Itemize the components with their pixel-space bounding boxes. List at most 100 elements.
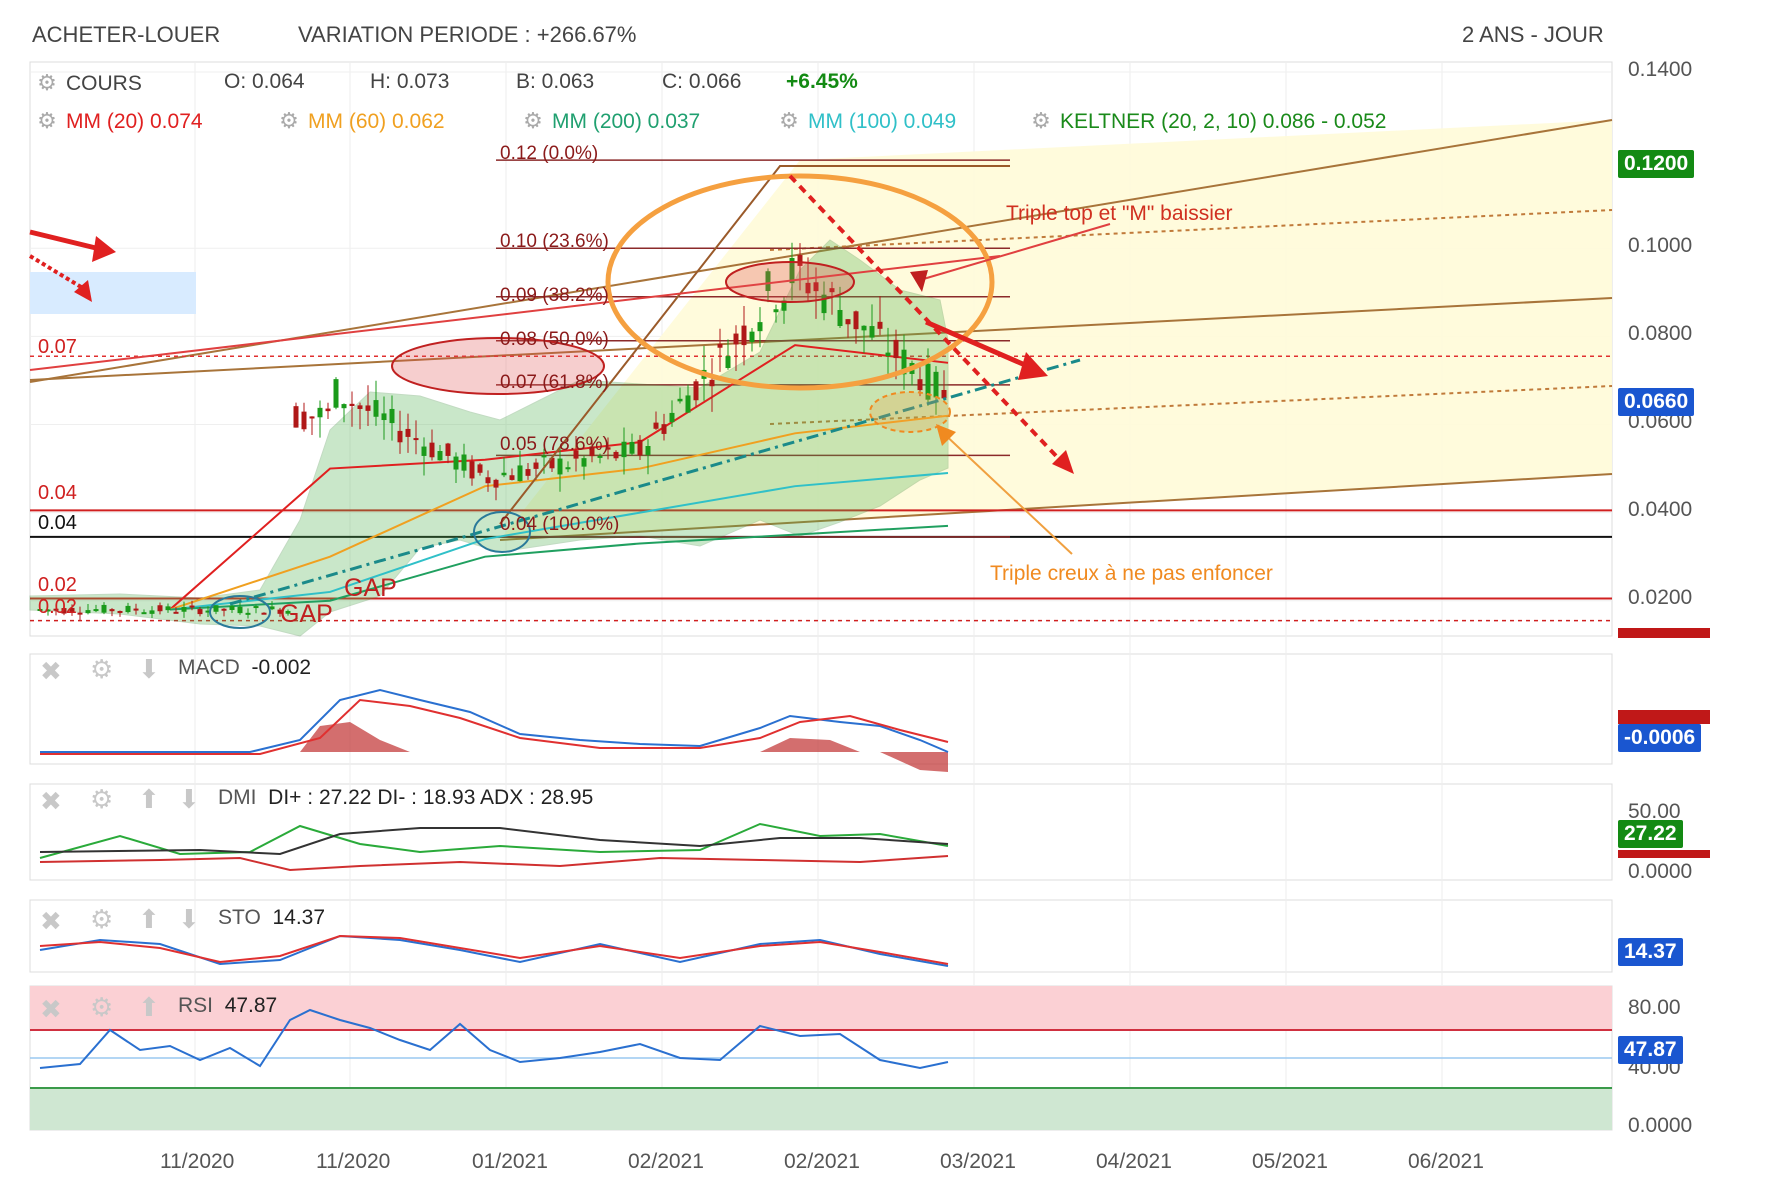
candle-body: [477, 464, 483, 473]
move-down-icon[interactable]: ⬇: [178, 784, 200, 814]
gear-icon[interactable]: ⚙: [90, 904, 114, 934]
period-selector[interactable]: 2 ANS - JOUR: [1462, 22, 1604, 47]
legend-mm60[interactable]: ⚙ MM (60) 0.062: [279, 108, 445, 133]
ellipse-gap: [209, 595, 271, 629]
candle-body: [245, 612, 251, 615]
pointer-line: [939, 429, 1073, 555]
gear-icon[interactable]: ⚙: [37, 70, 57, 95]
candle-body: [373, 400, 379, 417]
candle-body: [213, 605, 219, 612]
panel-frame: [29, 783, 1613, 881]
legend-mm20[interactable]: ⚙ MM (20) 0.074: [37, 108, 203, 133]
ma-line-MM60: [169, 414, 949, 611]
sto-tag: 14.37: [1618, 938, 1683, 966]
x-tick: 03/2021: [940, 1150, 1016, 1173]
pink-trend: [29, 255, 1001, 371]
candle-body: [269, 606, 275, 610]
gear-icon[interactable]: ⚙: [523, 108, 543, 133]
candle-body: [77, 612, 83, 615]
candle-body: [845, 319, 851, 325]
blue-zone: [30, 272, 196, 314]
candle-body: [181, 607, 187, 612]
rsi-label: RSI 47.87: [178, 994, 278, 1017]
rsi-overbought-zone: [30, 986, 1612, 1030]
candle-body: [925, 363, 931, 400]
candle-body: [781, 300, 787, 311]
candle-body: [157, 605, 163, 612]
candle-body: [661, 424, 667, 434]
gear-icon[interactable]: ⚙: [90, 992, 114, 1022]
x-tick: 02/2021: [784, 1150, 860, 1173]
candle-body: [413, 438, 419, 441]
candle-body: [45, 609, 51, 612]
candle-body: [797, 255, 803, 266]
ellipse-resistance: [391, 337, 605, 395]
close-icon[interactable]: ✖: [40, 786, 62, 816]
candle-body: [637, 439, 643, 456]
candle-body: [773, 309, 779, 313]
ma-line-MM100: [169, 471, 949, 611]
candle-body: [853, 311, 859, 330]
candle-body: [357, 405, 363, 409]
candle-body: [453, 456, 459, 470]
candle-body: [789, 257, 795, 284]
rsi-tag: 47.87: [1618, 1036, 1683, 1064]
macd-signal: [40, 698, 949, 755]
move-down-icon[interactable]: ⬇: [138, 654, 160, 684]
ma-line-MM200: [169, 524, 949, 611]
candle-body: [381, 413, 387, 421]
gear-icon[interactable]: ⚙: [1031, 108, 1051, 133]
candle-body: [917, 379, 923, 391]
candle-body: [237, 606, 243, 614]
ellipse-triple-creux: [869, 391, 951, 433]
move-up-icon[interactable]: ⬆: [138, 992, 160, 1022]
candle-body: [877, 321, 883, 329]
close-icon[interactable]: ✖: [40, 994, 62, 1024]
price-tag-high: 0.1200: [1618, 150, 1695, 178]
candle-body: [333, 379, 339, 408]
x-tick: 06/2021: [1408, 1150, 1484, 1173]
move-up-icon[interactable]: ⬆: [138, 904, 160, 934]
candle-body: [629, 441, 635, 454]
variation-period: VARIATION PERIODE : +266.67%: [298, 22, 637, 47]
candle-body: [421, 446, 427, 456]
price-tick: 0.1000: [1628, 234, 1693, 257]
candle-body: [645, 446, 651, 455]
candle-body: [525, 469, 531, 476]
fib-label: 0.09 (38.2%): [500, 285, 609, 306]
sto-label: STO 14.37: [218, 906, 326, 929]
move-up-icon[interactable]: ⬆: [138, 784, 160, 814]
dmi-tick: 50.00: [1628, 800, 1681, 823]
legend-keltner[interactable]: ⚙ KELTNER (20, 2, 10) 0.086 - 0.052: [1031, 108, 1387, 133]
dmi-tag: 27.22: [1618, 820, 1683, 848]
candle-body: [189, 605, 195, 608]
candle-body: [301, 411, 307, 430]
candle-body: [901, 349, 907, 375]
candle-body: [101, 604, 107, 613]
candle-body: [757, 322, 763, 332]
legend-cours[interactable]: ⚙ COURS: [37, 70, 142, 95]
fib-label: 0.08 (50.0%): [500, 329, 609, 350]
candle-body: [805, 282, 811, 294]
legend-mm100[interactable]: ⚙ MM (100) 0.049: [779, 108, 957, 133]
gear-icon[interactable]: ⚙: [279, 108, 299, 133]
candle-body: [813, 282, 819, 292]
gear-icon[interactable]: ⚙: [37, 108, 57, 133]
close-icon[interactable]: ✖: [40, 656, 62, 686]
x-tick: 01/2021: [472, 1150, 548, 1173]
ma-line-MM20: [169, 344, 949, 611]
candle-body: [85, 610, 91, 614]
gear-icon[interactable]: ⚙: [90, 784, 114, 814]
move-down-icon[interactable]: ⬇: [178, 904, 200, 934]
legend-mm200[interactable]: ⚙ MM (200) 0.037: [523, 108, 701, 133]
candle-body: [749, 331, 755, 342]
rsi-line: [39, 1008, 949, 1070]
gear-icon[interactable]: ⚙: [90, 654, 114, 684]
candle-body: [741, 325, 747, 346]
x-tick: 05/2021: [1252, 1150, 1328, 1173]
candle-body: [597, 455, 603, 458]
close-icon[interactable]: ✖: [40, 906, 62, 936]
gear-icon[interactable]: ⚙: [779, 108, 799, 133]
candle-body: [869, 326, 875, 338]
